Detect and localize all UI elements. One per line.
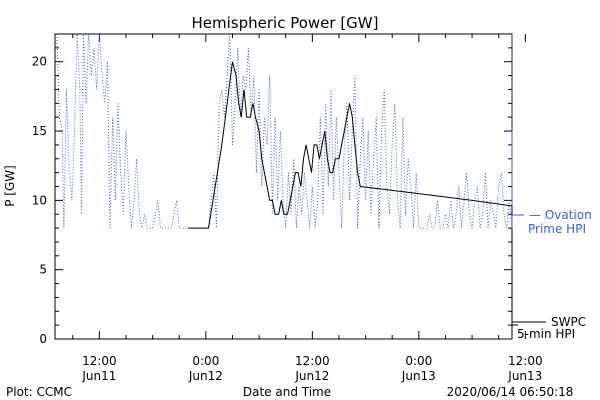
x-axis: 12:00Jun110:00Jun1212:00Jun120:00Jun1312… [72,34,543,383]
y-axis-label: P [GW] [3,165,17,207]
y-tick-label-4: 20 [32,55,47,69]
ovation-prime-series-line [56,33,513,229]
y-tick-label-1: 5 [39,263,47,277]
x-tick-label-date-3: Jun13 [401,369,436,383]
x-tick-label-time-4: 12:00 [508,354,543,368]
footer-timestamp: 2020/06/14 06:50:18 [447,385,574,399]
x-tick-label-time-0: 12:00 [82,354,117,368]
x-tick-label-time-3: 0:00 [405,354,432,368]
x-tick-label-time-1: 0:00 [192,354,219,368]
x-axis-label: Date and Time [243,385,331,399]
plot-frame [54,33,513,340]
series-layer [56,33,513,229]
swpc-hpi-series-line [188,61,513,229]
x-tick-label-date-4: Jun13 [507,369,542,383]
y-tick-label-2: 10 [32,193,47,207]
y-axis: 0 5 10 15 20 [32,33,512,346]
legend: — Ovation Prime HPI SWPC 5-min HPI [512,208,592,341]
y-tick-label-0: 0 [39,332,47,346]
x-tick-label-date-0: Jun11 [81,369,116,383]
legend-swpc-label-line1: SWPC [551,315,586,329]
x-tick-label-date-1: Jun12 [188,369,223,383]
chart-title: Hemispheric Power [GW] [192,14,379,32]
legend-ovation-label-line1: — Ovation [529,208,592,222]
x-tick-label-time-2: 12:00 [295,354,330,368]
footer-plot-credit: Plot: CCMC [6,385,72,399]
legend-swpc-label-line2: 5-min HPI [517,327,575,341]
legend-ovation-label-line2: Prime HPI [528,222,586,236]
y-tick-label-3: 15 [32,124,47,138]
x-tick-label-date-2: Jun12 [294,369,329,383]
